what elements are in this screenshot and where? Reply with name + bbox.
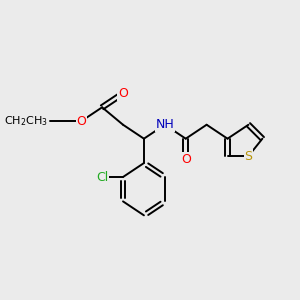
- Text: O: O: [181, 153, 191, 166]
- Text: O: O: [76, 115, 86, 128]
- Text: O: O: [118, 87, 128, 100]
- Text: CH$_2$CH$_3$: CH$_2$CH$_3$: [4, 114, 48, 128]
- Text: S: S: [244, 150, 252, 163]
- Text: NH: NH: [155, 118, 174, 131]
- Text: Cl: Cl: [96, 170, 108, 184]
